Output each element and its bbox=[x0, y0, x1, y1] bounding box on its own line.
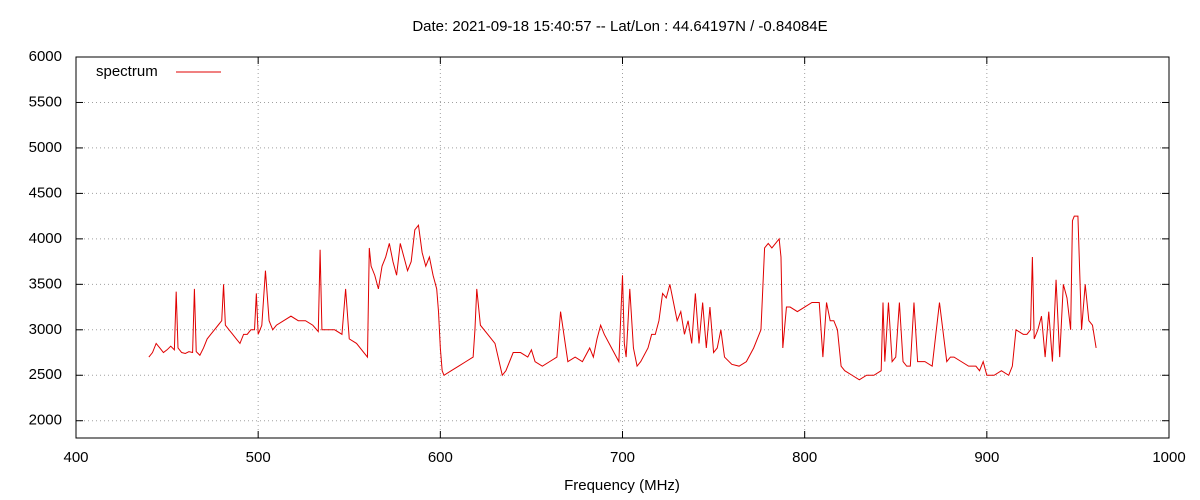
y-tick-label: 5500 bbox=[29, 93, 62, 110]
y-tick-label: 3000 bbox=[29, 321, 62, 338]
y-tick-label: 6000 bbox=[29, 48, 62, 65]
legend-label: spectrum bbox=[96, 63, 158, 80]
y-tick-label: 5000 bbox=[29, 139, 62, 156]
y-tick-label: 4000 bbox=[29, 230, 62, 247]
y-tick-label: 4500 bbox=[29, 184, 62, 201]
plot-frame bbox=[75, 56, 1170, 439]
x-tick-label: 1000 bbox=[1152, 449, 1185, 466]
y-tick-label: 2500 bbox=[29, 366, 62, 383]
x-tick-label: 500 bbox=[246, 449, 271, 466]
data-line bbox=[148, 215, 1097, 381]
x-tick-label: 700 bbox=[610, 449, 635, 466]
y-tick-label: 3500 bbox=[29, 275, 62, 292]
x-axis-label: Frequency (MHz) bbox=[564, 477, 680, 494]
chart-title: Date: 2021-09-18 15:40:57 -- Lat/Lon : 4… bbox=[412, 18, 827, 35]
x-tick-label: 400 bbox=[63, 449, 88, 466]
x-tick-label: 800 bbox=[792, 449, 817, 466]
y-tick-label: 2000 bbox=[29, 412, 62, 429]
x-tick-label: 600 bbox=[428, 449, 453, 466]
x-tick-label: 900 bbox=[974, 449, 999, 466]
